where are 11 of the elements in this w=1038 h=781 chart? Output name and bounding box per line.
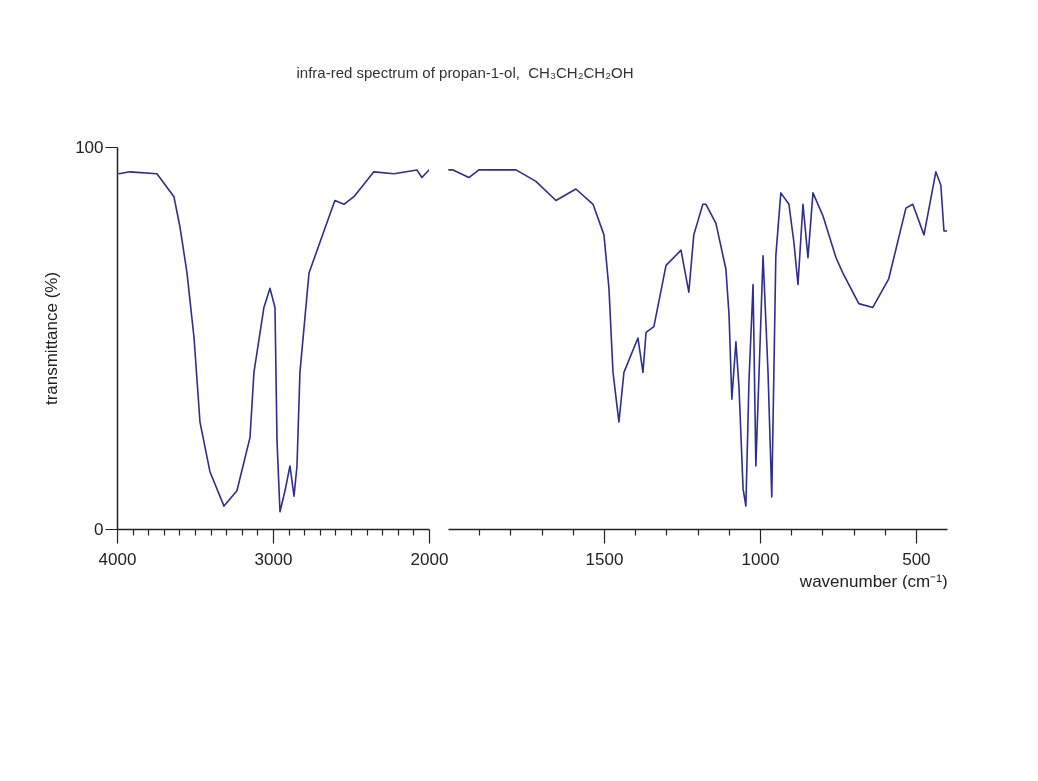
- x-tick-label: 1500: [585, 549, 624, 569]
- line-series: [118, 169, 429, 513]
- y-tick-label: 0: [94, 519, 104, 539]
- x-tick-label: 4000: [98, 549, 137, 569]
- x-tick-label: 1000: [741, 549, 780, 569]
- text: infra-red spectrum of propan-1-ol, CH₃CH₂CH₂OH: [295, 64, 635, 81]
- x-tick-label: 500: [902, 549, 931, 569]
- x-tick-label: 2000: [410, 549, 449, 569]
- y-axis-title: transmittance (%): [42, 271, 62, 406]
- x-tick-label: 3000: [254, 549, 293, 569]
- y-tick-label: 100: [75, 137, 104, 157]
